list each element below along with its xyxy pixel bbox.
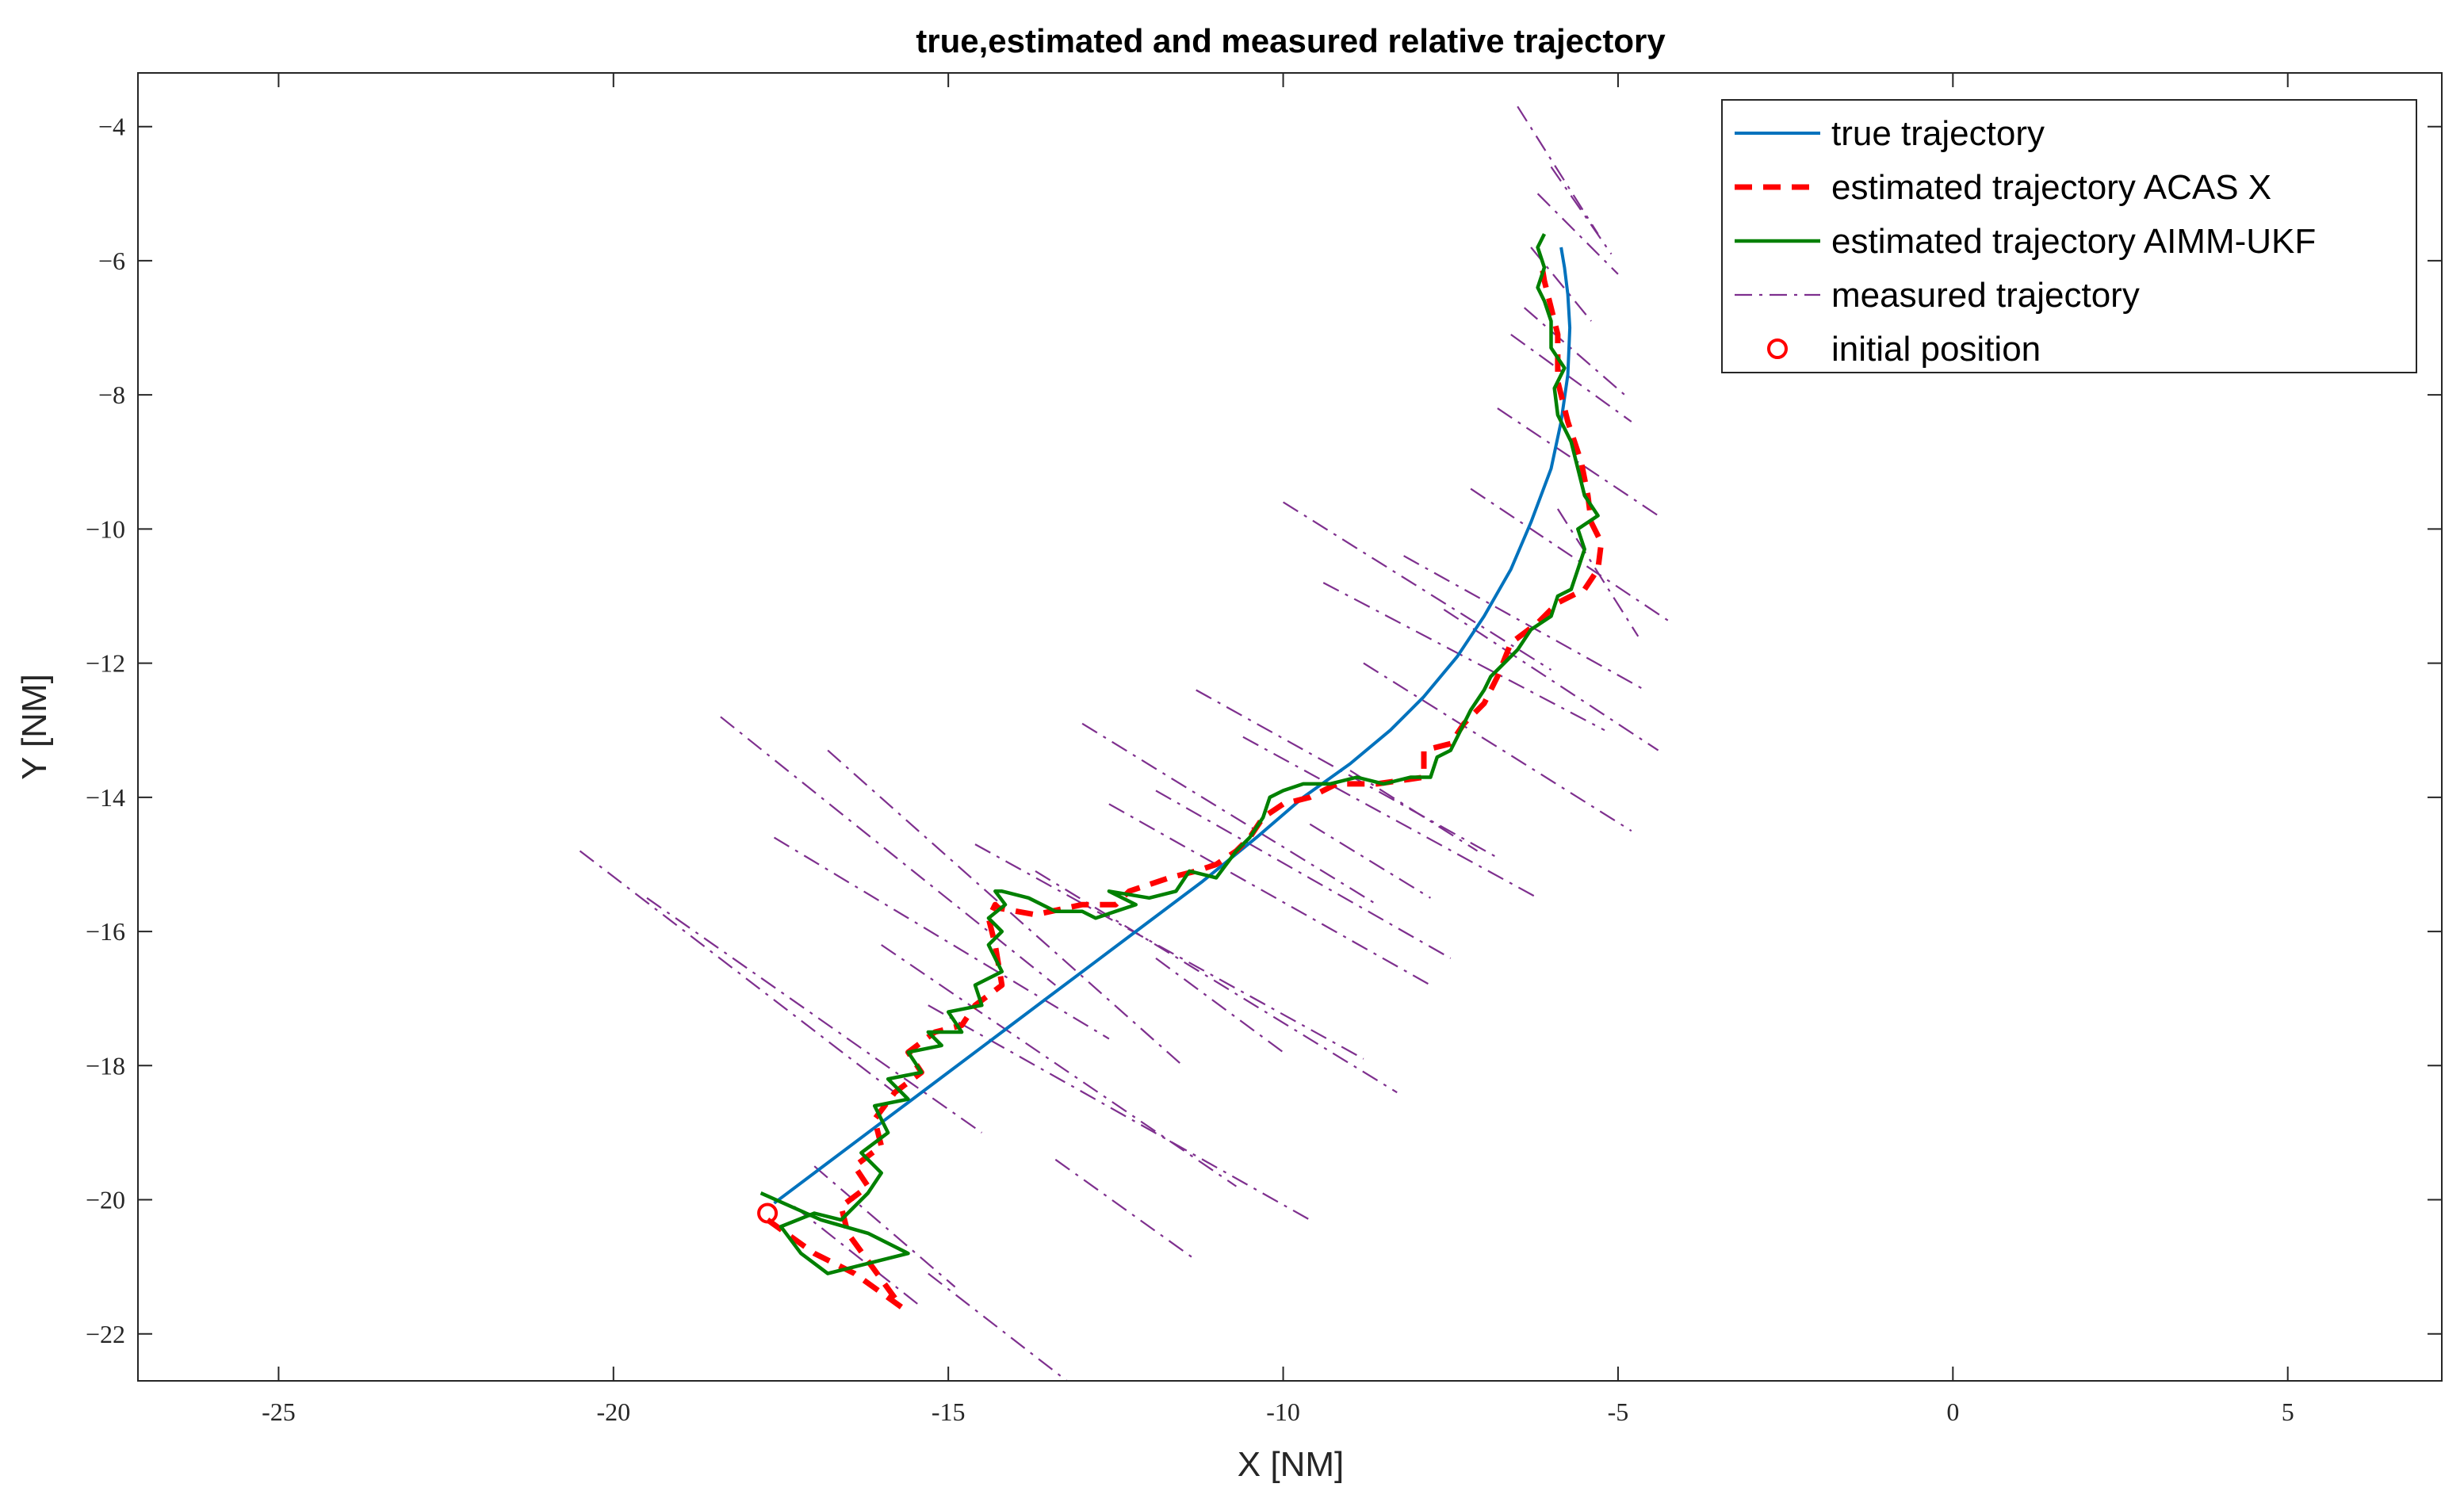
measured-trajectory-segment [1403,555,1646,691]
measured-trajectory-segment [1035,870,1398,1094]
measured-trajectory-segment [1556,508,1639,637]
measured-trajectory-segment [1108,803,1431,986]
measured-trajectory-segment [1517,105,1599,235]
measured-trajectory-segment [1196,689,1498,858]
x-tick-label: -10 [1266,1398,1300,1426]
y-tick-label: −20 [86,1186,125,1214]
measured-trajectory-segment [827,749,1184,1067]
measured-trajectory-segment [1155,790,1452,959]
axis-ticks [138,73,2442,1381]
y-tick-labels: −22 −20 −18 −16 −14 −12 −10 −8 −6 −4 [86,113,125,1348]
measured-trajectory-segment [1443,608,1659,751]
x-tick-label: -25 [262,1398,296,1426]
measured-trajectory-segment [720,716,1056,986]
x-tick-label: 5 [2282,1398,2294,1426]
measured-trajectory-segment [1470,488,1673,624]
y-tick-label: −18 [86,1051,125,1080]
measured-trajectory-segment [773,836,1110,1040]
measured-trajectory-segment [1510,334,1632,422]
chart-title: true,estimated and measured relative tra… [916,22,1666,59]
y-tick-label: −16 [86,917,125,946]
legend: true trajectory estimated trajectory ACAS… [1721,99,2417,373]
y-tick-label: −10 [86,514,125,543]
legend-entry-acas: estimated trajectory ACAS X [1735,168,2271,207]
legend-label-measured: measured trajectory [1831,276,2140,315]
legend-entry-measured: measured trajectory [1735,276,2140,315]
measured-trajectory-segment [579,850,896,1094]
legend-label-initial: initial position [1831,330,2041,369]
y-axis-label: Y [NM] [15,674,54,780]
initial-position-marker [757,1202,779,1224]
aimm-ukf-estimate-line [759,233,1600,1275]
measured-trajectory-segment [974,843,1364,1060]
measured-trajectory-segment [646,897,983,1134]
y-tick-label: −8 [98,380,125,409]
y-tick-label: −4 [98,113,125,141]
x-tick-labels: -25 -20 -15 -10 -5 0 5 [262,1398,2294,1426]
x-tick-label: -5 [1608,1398,1629,1426]
x-tick-label: -15 [932,1398,966,1426]
legend-entry-initial: initial position [1767,330,2041,369]
measured-trajectory-segment [1081,722,1378,906]
true-trajectory-line [773,247,1572,1205]
measured-trajectory-segment [1536,193,1619,275]
measured-trajectory-segment [1155,958,1284,1053]
legend-entry-true: true trajectory [1735,114,2045,153]
y-tick-label: −22 [86,1320,125,1348]
y-tick-label: −14 [86,783,125,812]
legend-entry-aimm: estimated trajectory AIMM-UKF [1735,222,2316,261]
x-tick-label: -20 [596,1398,630,1426]
measured-trajectory-segment [1242,736,1539,899]
measured-trajectory-segment [794,1206,923,1308]
measured-trajectory-segment [1523,307,1626,396]
legend-label-true: true trajectory [1831,114,2045,153]
legend-box [1721,99,2417,373]
measured-trajectory-segment [1349,770,1479,852]
measured-trajectory-segment [1054,1158,1197,1261]
legend-swatch-initial [1767,338,1788,359]
x-tick-label: 0 [1946,1398,1959,1426]
y-tick-label: −6 [98,247,125,275]
legend-label-acas: estimated trajectory ACAS X [1831,168,2271,207]
legend-label-aimm: estimated trajectory AIMM-UKF [1831,222,2316,261]
x-axis-label: X [NM] [1238,1445,1344,1484]
y-tick-label: −12 [86,649,125,678]
measured-trajectory-segment [1309,823,1431,899]
measured-trajectory-segment [813,1165,956,1288]
plot-frame [137,72,2443,1382]
measured-trajectory-segment [928,1272,1069,1381]
series-layer [579,105,1673,1381]
